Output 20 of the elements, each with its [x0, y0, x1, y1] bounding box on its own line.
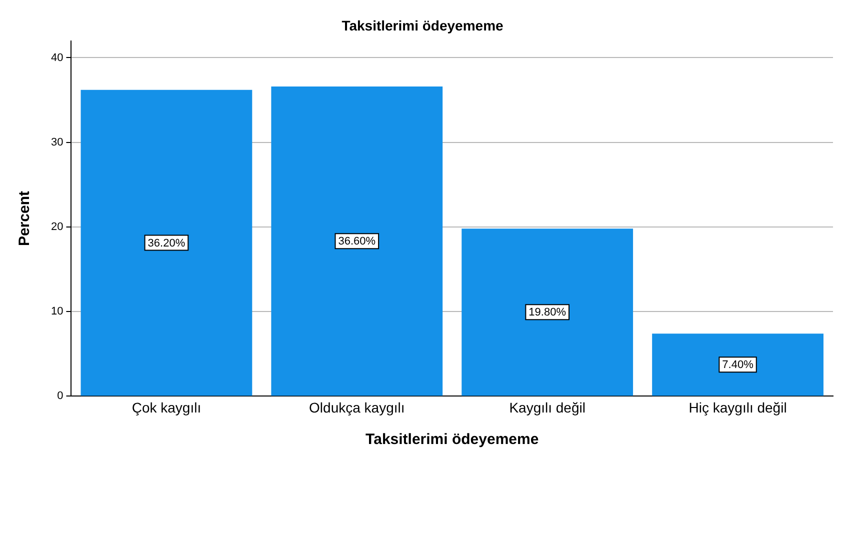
- y-tick-label: 20: [50, 220, 64, 233]
- chart-title: Taksitlerimi ödeyememe: [342, 17, 504, 34]
- bar: [462, 228, 634, 396]
- y-tick-label: 30: [50, 136, 64, 148]
- bar: [80, 90, 252, 396]
- data-label: 36.20%: [148, 237, 186, 250]
- y-axis-title: Percent: [16, 190, 34, 246]
- x-tick-label: Kaygılı değil: [509, 399, 586, 416]
- bar: [271, 86, 443, 396]
- data-label: 7.40%: [722, 359, 754, 372]
- data-label: 19.80%: [528, 306, 566, 319]
- x-axis-title: Taksitlerimi ödeyememe: [366, 431, 539, 448]
- bar: [652, 334, 824, 396]
- data-label: 36.60%: [338, 236, 376, 248]
- y-tick-label: 40: [50, 52, 64, 64]
- x-tick-label: Oldukça kaygılı: [309, 399, 405, 416]
- y-tick-label: 10: [50, 306, 64, 318]
- x-tick-label: Hiç kaygılı değil: [688, 399, 787, 416]
- y-tick-label: 0: [57, 390, 64, 402]
- x-tick-label: Çok kaygılı: [132, 399, 202, 416]
